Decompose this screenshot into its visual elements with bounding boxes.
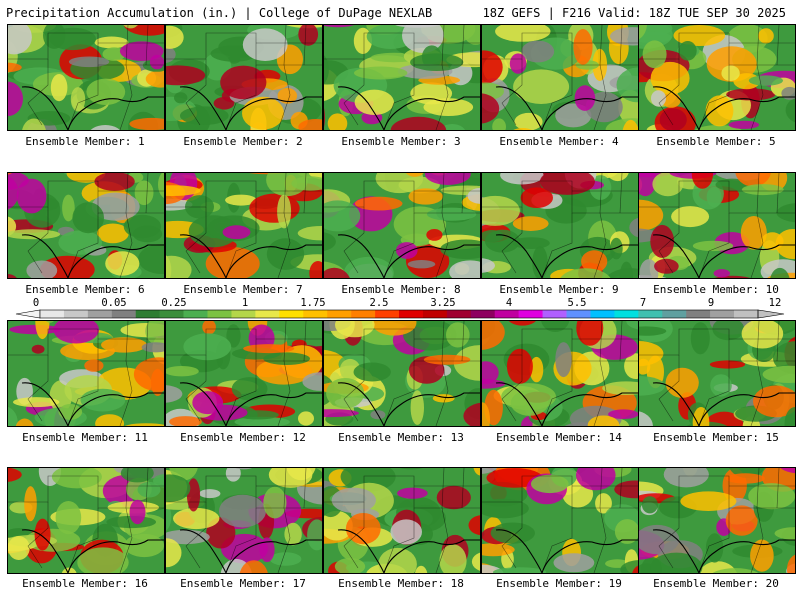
ensemble-member-label: Ensemble Member: 5 [656,135,776,148]
ensemble-member-label: Ensemble Member: 7 [183,283,303,296]
ensemble-member-map [481,24,639,131]
colorbar-swatch [135,310,160,318]
ensemble-member-map [323,467,481,574]
colorbar-swatch [231,310,256,318]
colorbar-swatch [375,310,400,318]
colorbar-swatch [40,310,65,318]
ensemble-member-label: Ensemble Member: 11 [22,431,148,444]
colorbar-swatch [111,310,137,318]
ensemble-member-map [638,24,796,131]
colorbar-tick-label: 4 [506,297,512,309]
colorbar-swatch [351,310,376,318]
ensemble-member-map [7,172,165,279]
ensemble-member-label: Ensemble Member: 2 [183,135,303,148]
colorbar-swatch [638,310,663,318]
ensemble-member-label: Ensemble Member: 16 [22,577,148,590]
ensemble-member-map [7,467,165,574]
colorbar-swatch [494,310,519,318]
ensemble-member-label: Ensemble Member: 19 [496,577,622,590]
ensemble-member-map [323,320,481,427]
colorbar-tick-label: 0 [33,297,39,309]
colorbar-swatch [207,310,232,318]
colorbar-swatch [662,310,687,318]
colorbar-swatch [734,310,759,318]
color-scale-legend: 0 0.05 0.25 1 1.75 2.5 3.25 4 5.5 7 9 12 [15,297,785,319]
ensemble-member-label: Ensemble Member: 13 [338,431,464,444]
ensemble-member-map [481,320,639,427]
ensemble-member-map [165,320,323,427]
colorbar-swatch [542,310,567,318]
colorbar-tick-label: 7 [640,297,646,309]
ensemble-member-label: Ensemble Member: 10 [653,283,779,296]
ensemble-member-label: Ensemble Member: 20 [653,577,779,590]
ensemble-member-label: Ensemble Member: 14 [496,431,622,444]
colorbar-left-arrow [15,309,41,319]
colorbar-swatch [63,310,89,318]
ensemble-member-label: Ensemble Member: 12 [180,431,306,444]
colorbar-swatch [183,310,208,318]
colorbar-swatch [279,310,304,318]
ensemble-member-label: Ensemble Member: 18 [338,577,464,590]
colorbar-right-arrow [757,309,785,319]
ensemble-member-label: Ensemble Member: 6 [25,283,145,296]
colorbar-tick-label: 5.5 [568,297,587,309]
colorbar-swatch [590,310,615,318]
colorbar-swatch [614,310,639,318]
colorbar-tick-label: 0.05 [101,297,126,309]
colorbar-swatch [159,310,184,318]
colorbar-swatch [327,310,352,318]
ensemble-member-label: Ensemble Member: 15 [653,431,779,444]
colorbar-swatch [446,310,472,318]
colorbar-swatch [399,310,424,318]
colorbar-swatch [710,310,735,318]
colorbar-tick-label: 9 [708,297,714,309]
ensemble-member-label: Ensemble Member: 17 [180,577,306,590]
ensemble-member-map [481,172,639,279]
ensemble-member-label: Ensemble Member: 9 [499,283,619,296]
ensemble-member-map [7,24,165,131]
colorbar-swatch [686,310,711,318]
colorbar-tick-label: 3.25 [430,297,455,309]
ensemble-member-label: Ensemble Member: 8 [341,283,461,296]
map-title: Precipitation Accumulation (in.) | Colle… [6,6,433,20]
run-valid-time: 18Z GEFS | F216 Valid: 18Z TUE SEP 30 20… [482,6,786,20]
ensemble-member-map [638,320,796,427]
colorbar-swatch [255,310,280,318]
colorbar-swatch [518,310,543,318]
ensemble-member-map [638,172,796,279]
colorbar-tick-label: 12 [769,297,782,309]
ensemble-member-map [165,467,323,574]
colorbar-swatch [303,310,328,318]
ensemble-member-map [638,467,796,574]
colorbar-swatch [87,310,113,318]
ensemble-member-map [165,172,323,279]
ensemble-member-map [481,467,639,574]
ensemble-member-map [7,320,165,427]
colorbar-tick-label: 1.75 [300,297,325,309]
ensemble-member-label: Ensemble Member: 1 [25,135,145,148]
colorbar-swatch [566,310,591,318]
ensemble-member-label: Ensemble Member: 4 [499,135,619,148]
colorbar-swatch [470,310,496,318]
ensemble-member-map [323,172,481,279]
colorbar-tick-label: 1 [242,297,248,309]
colorbar-tick-label: 2.5 [370,297,389,309]
ensemble-member-map [165,24,323,131]
colorbar-swatch [422,310,448,318]
ensemble-member-label: Ensemble Member: 3 [341,135,461,148]
colorbar-tick-label: 0.25 [161,297,186,309]
ensemble-member-map [323,24,481,131]
